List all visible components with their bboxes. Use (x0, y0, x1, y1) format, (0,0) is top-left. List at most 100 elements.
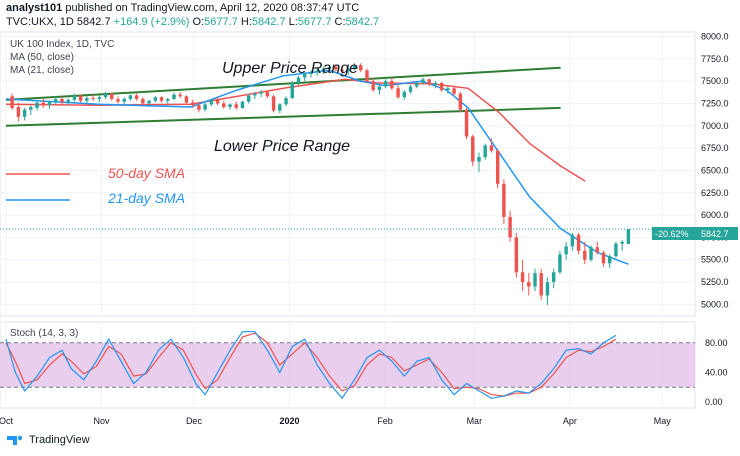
candle-body (278, 104, 282, 111)
candle-body (495, 150, 500, 184)
stoch-tick-label: 40.00 (705, 367, 728, 377)
candle-body (321, 68, 326, 71)
stoch-band (0, 342, 695, 388)
candle-body (427, 79, 431, 85)
candle-body (551, 272, 556, 283)
candle-body (253, 93, 257, 96)
price-tick-label: 6250.0 (701, 188, 729, 198)
stoch-tick-label: 0.00 (705, 397, 723, 407)
candle-body (359, 65, 363, 71)
candle-body (371, 81, 375, 91)
close-label: C: (334, 16, 346, 28)
candle-body (116, 98, 120, 102)
time-tick-label: Dec (186, 416, 203, 426)
candle-body (290, 82, 294, 99)
price-axis[interactable]: 5000.05250.05500.05750.06000.06250.06500… (701, 31, 729, 309)
author-name[interactable]: analyst101 (6, 2, 63, 14)
time-tick-label: Apr (563, 416, 577, 426)
candle-body (471, 136, 475, 162)
price-tick-label: 8000.0 (701, 31, 729, 41)
candle-body (433, 82, 438, 85)
ma50-legend: MA (50, close) (10, 52, 74, 63)
time-tick-label: May (654, 416, 672, 426)
time-tick-label: Feb (377, 416, 393, 426)
candle-body (228, 104, 232, 108)
candle-body (514, 237, 519, 273)
publish-header: analyst101 published on TradingView.com,… (0, 0, 740, 16)
open-value: 5677.7 (204, 16, 238, 28)
candle-body (240, 101, 245, 108)
candle-body (103, 93, 108, 98)
candle-body (614, 243, 618, 257)
candle-body (595, 247, 599, 253)
candle-body (41, 102, 45, 106)
candle-body (29, 107, 33, 110)
candle-body (340, 69, 344, 72)
moving-averages (5, 69, 629, 265)
candle-body (383, 81, 388, 87)
candle-body (72, 95, 77, 100)
candle-body (172, 94, 176, 99)
candle-body (527, 282, 531, 287)
candle-body (589, 247, 593, 260)
candle-body (215, 99, 220, 104)
price-tick-label: 7750.0 (701, 54, 729, 64)
candle-body (508, 216, 512, 238)
close-value: 5842.7 (345, 16, 380, 28)
candle-body (558, 254, 562, 273)
candle-body (533, 273, 537, 287)
candle-body (246, 95, 251, 102)
time-tick-label: Oct (0, 416, 13, 426)
tradingview-footer[interactable]: TradingView (6, 434, 90, 446)
price-tick-label: 6750.0 (701, 143, 729, 153)
price-tick-label: 6000.0 (701, 210, 729, 220)
candle-body (421, 79, 425, 83)
candle-body (564, 246, 568, 255)
price-tick-label: 5250.0 (701, 277, 729, 287)
candle-body (327, 66, 332, 69)
candle-body (54, 98, 58, 102)
index-title: UK 100 Index, 1D, TVC (10, 39, 115, 50)
candle-body (302, 73, 307, 78)
price-tick-label: 5000.0 (701, 299, 729, 309)
stochastic-oscillator (5, 331, 617, 400)
stoch-axis[interactable]: 0.00 40.00 80.00 (705, 338, 728, 407)
candle-body (10, 96, 14, 108)
candle-body (128, 95, 133, 99)
candle-body (35, 102, 39, 108)
candle-body (477, 157, 481, 162)
candle-body (153, 97, 158, 101)
time-axis[interactable]: Oct Nov Dec 2020 Feb Mar Apr May (0, 416, 671, 426)
candle-body (66, 99, 70, 103)
lower-range-annotation: Lower Price Range (214, 138, 350, 155)
symbol-label: TVC:UKX, 1D (6, 16, 74, 28)
candle-body (452, 88, 456, 94)
high-value: 5842.7 (251, 16, 286, 28)
candle-body (439, 82, 444, 91)
candle-body (601, 252, 606, 264)
candle-body (271, 96, 276, 111)
upper-range-annotation: Upper Price Range (222, 60, 358, 77)
price-tick-label: 5500.0 (701, 255, 729, 265)
last-price-value: 5842.7 (701, 229, 729, 239)
candle-body (502, 183, 506, 217)
upper-channel-line (5, 66, 561, 101)
candle-body (458, 93, 463, 110)
candle-body (377, 86, 382, 91)
quote-line: TVC:UKX, 1D 5842.7 +164.9 (+2.9%) O:5677… (6, 15, 379, 29)
stoch-d-line (5, 332, 617, 397)
candle-body (22, 109, 27, 117)
candle-body (408, 86, 413, 92)
candle-body (539, 273, 543, 296)
candle-body (626, 229, 631, 244)
candle-body (570, 234, 575, 247)
candle-body (91, 98, 95, 100)
time-tick-label: 2020 (279, 416, 299, 426)
candle-body (122, 98, 126, 102)
brand-label: TradingView (29, 434, 90, 446)
candle-body (309, 72, 313, 74)
candle-body (607, 256, 612, 264)
candle-body (352, 65, 357, 69)
candle-body (184, 96, 189, 103)
